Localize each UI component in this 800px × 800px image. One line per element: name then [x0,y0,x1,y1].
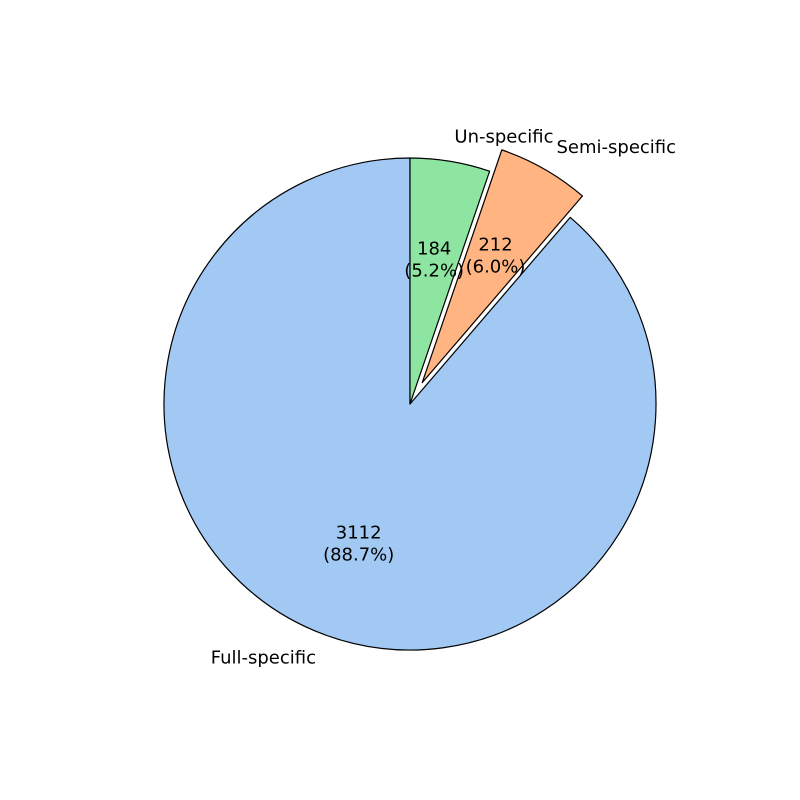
slice-label-un-specific: Un-specific [454,127,553,148]
pie-labels: Full-specific 3112 (88.7%) Semi-specific 212… [211,127,676,669]
slice-label-semi-specific: Semi-specific [557,137,677,158]
slice-percent: (6.0%) [466,257,526,278]
pie-slice-semi-specific [421,149,584,384]
pie-slice-un-specific [409,157,491,405]
slice-percent: (5.2%) [404,260,464,281]
slice-value: 3112 [336,522,382,543]
slice-value: 184 [417,238,451,259]
slice-value-label-un-specific: 184 (5.2%) [404,238,464,281]
slice-value-label-full-specific: 3112 (88.7%) [323,522,394,565]
slice-value: 212 [478,235,512,256]
pie-slices [163,149,657,651]
slice-value-label-semi-specific: 212 (6.0%) [466,235,526,278]
slice-label-full-specific: Full-specific [211,647,316,668]
slice-percent: (88.7%) [323,544,394,565]
